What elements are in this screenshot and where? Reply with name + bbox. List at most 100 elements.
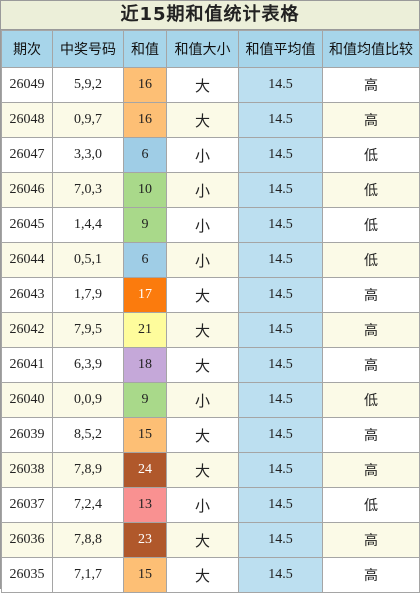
table-row: 26045 1,4,4 9 小 14.5 低 bbox=[1, 207, 420, 243]
compare-cell: 高 bbox=[322, 312, 420, 348]
size-cell: 小 bbox=[166, 172, 239, 208]
issue-cell: 26041 bbox=[1, 347, 53, 383]
sum-cell: 23 bbox=[123, 522, 167, 558]
table-row: 26048 0,9,7 16 大 14.5 高 bbox=[1, 102, 420, 138]
compare-cell: 低 bbox=[322, 172, 420, 208]
compare-cell: 高 bbox=[322, 347, 420, 383]
average-cell: 14.5 bbox=[238, 207, 323, 243]
table-row: 26046 7,0,3 10 小 14.5 低 bbox=[1, 172, 420, 208]
average-cell: 14.5 bbox=[238, 452, 323, 488]
table-body: 26049 5,9,2 16 大 14.5 高 26048 0,9,7 16 大 14.5 高 2604… bbox=[1, 67, 420, 593]
size-cell: 小 bbox=[166, 242, 239, 278]
compare-cell: 低 bbox=[322, 207, 420, 243]
sum-cell: 13 bbox=[123, 487, 167, 523]
numbers-cell: 7,8,8 bbox=[52, 522, 124, 558]
header-size: 和值大小 bbox=[166, 30, 239, 68]
numbers-cell: 5,9,2 bbox=[52, 67, 124, 103]
numbers-cell: 0,9,7 bbox=[52, 102, 124, 138]
compare-cell: 高 bbox=[322, 277, 420, 313]
sum-cell: 10 bbox=[123, 172, 167, 208]
size-cell: 大 bbox=[166, 312, 239, 348]
sum-cell: 18 bbox=[123, 347, 167, 383]
issue-cell: 26037 bbox=[1, 487, 53, 523]
compare-cell: 低 bbox=[322, 487, 420, 523]
compare-cell: 高 bbox=[322, 522, 420, 558]
table-row: 26040 0,0,9 9 小 14.5 低 bbox=[1, 382, 420, 418]
compare-cell: 高 bbox=[322, 102, 420, 138]
header-sum: 和值 bbox=[123, 30, 167, 68]
numbers-cell: 6,3,9 bbox=[52, 347, 124, 383]
header-row: 期次 中奖号码 和值 和值大小 和值平均值 和值均值比较 bbox=[1, 30, 420, 68]
average-cell: 14.5 bbox=[238, 522, 323, 558]
average-cell: 14.5 bbox=[238, 347, 323, 383]
issue-cell: 26046 bbox=[1, 172, 53, 208]
sum-cell: 9 bbox=[123, 382, 167, 418]
issue-cell: 26049 bbox=[1, 67, 53, 103]
sum-cell: 9 bbox=[123, 207, 167, 243]
average-cell: 14.5 bbox=[238, 137, 323, 173]
issue-cell: 26039 bbox=[1, 417, 53, 453]
issue-cell: 26040 bbox=[1, 382, 53, 418]
issue-cell: 26036 bbox=[1, 522, 53, 558]
size-cell: 小 bbox=[166, 382, 239, 418]
numbers-cell: 3,3,0 bbox=[52, 137, 124, 173]
sum-cell: 21 bbox=[123, 312, 167, 348]
issue-cell: 26042 bbox=[1, 312, 53, 348]
table-row: 26036 7,8,8 23 大 14.5 高 bbox=[1, 522, 420, 558]
sum-stats-table: 期次 中奖号码 和值 和值大小 和值平均值 和值均值比较 26049 5,9,2 1… bbox=[1, 30, 420, 593]
table-row: 26041 6,3,9 18 大 14.5 高 bbox=[1, 347, 420, 383]
size-cell: 小 bbox=[166, 207, 239, 243]
table-row: 26035 7,1,7 15 大 14.5 高 bbox=[1, 557, 420, 593]
compare-cell: 低 bbox=[322, 137, 420, 173]
size-cell: 小 bbox=[166, 487, 239, 523]
size-cell: 大 bbox=[166, 452, 239, 488]
average-cell: 14.5 bbox=[238, 382, 323, 418]
average-cell: 14.5 bbox=[238, 67, 323, 103]
size-cell: 大 bbox=[166, 522, 239, 558]
numbers-cell: 0,5,1 bbox=[52, 242, 124, 278]
average-cell: 14.5 bbox=[238, 557, 323, 593]
numbers-cell: 7,2,4 bbox=[52, 487, 124, 523]
table-row: 26042 7,9,5 21 大 14.5 高 bbox=[1, 312, 420, 348]
average-cell: 14.5 bbox=[238, 242, 323, 278]
table-row: 26047 3,3,0 6 小 14.5 低 bbox=[1, 137, 420, 173]
numbers-cell: 1,7,9 bbox=[52, 277, 124, 313]
numbers-cell: 7,1,7 bbox=[52, 557, 124, 593]
compare-cell: 高 bbox=[322, 67, 420, 103]
average-cell: 14.5 bbox=[238, 417, 323, 453]
compare-cell: 高 bbox=[322, 557, 420, 593]
size-cell: 大 bbox=[166, 102, 239, 138]
header-issue: 期次 bbox=[1, 30, 53, 68]
numbers-cell: 7,9,5 bbox=[52, 312, 124, 348]
size-cell: 小 bbox=[166, 137, 239, 173]
table-row: 26038 7,8,9 24 大 14.5 高 bbox=[1, 452, 420, 488]
table-row: 26037 7,2,4 13 小 14.5 低 bbox=[1, 487, 420, 523]
issue-cell: 26045 bbox=[1, 207, 53, 243]
header-average: 和值平均值 bbox=[238, 30, 323, 68]
numbers-cell: 0,0,9 bbox=[52, 382, 124, 418]
sum-cell: 15 bbox=[123, 417, 167, 453]
issue-cell: 26048 bbox=[1, 102, 53, 138]
sum-cell: 6 bbox=[123, 242, 167, 278]
sum-cell: 16 bbox=[123, 67, 167, 103]
compare-cell: 高 bbox=[322, 452, 420, 488]
size-cell: 大 bbox=[166, 557, 239, 593]
average-cell: 14.5 bbox=[238, 102, 323, 138]
issue-cell: 26043 bbox=[1, 277, 53, 313]
size-cell: 大 bbox=[166, 417, 239, 453]
sum-cell: 17 bbox=[123, 277, 167, 313]
numbers-cell: 7,8,9 bbox=[52, 452, 124, 488]
size-cell: 大 bbox=[166, 277, 239, 313]
table-row: 26039 8,5,2 15 大 14.5 高 bbox=[1, 417, 420, 453]
average-cell: 14.5 bbox=[238, 487, 323, 523]
numbers-cell: 7,0,3 bbox=[52, 172, 124, 208]
issue-cell: 26035 bbox=[1, 557, 53, 593]
compare-cell: 低 bbox=[322, 242, 420, 278]
header-numbers: 中奖号码 bbox=[52, 30, 124, 68]
average-cell: 14.5 bbox=[238, 172, 323, 208]
table-row: 26049 5,9,2 16 大 14.5 高 bbox=[1, 67, 420, 103]
table-row: 26043 1,7,9 17 大 14.5 高 bbox=[1, 277, 420, 313]
average-cell: 14.5 bbox=[238, 277, 323, 313]
sum-cell: 6 bbox=[123, 137, 167, 173]
